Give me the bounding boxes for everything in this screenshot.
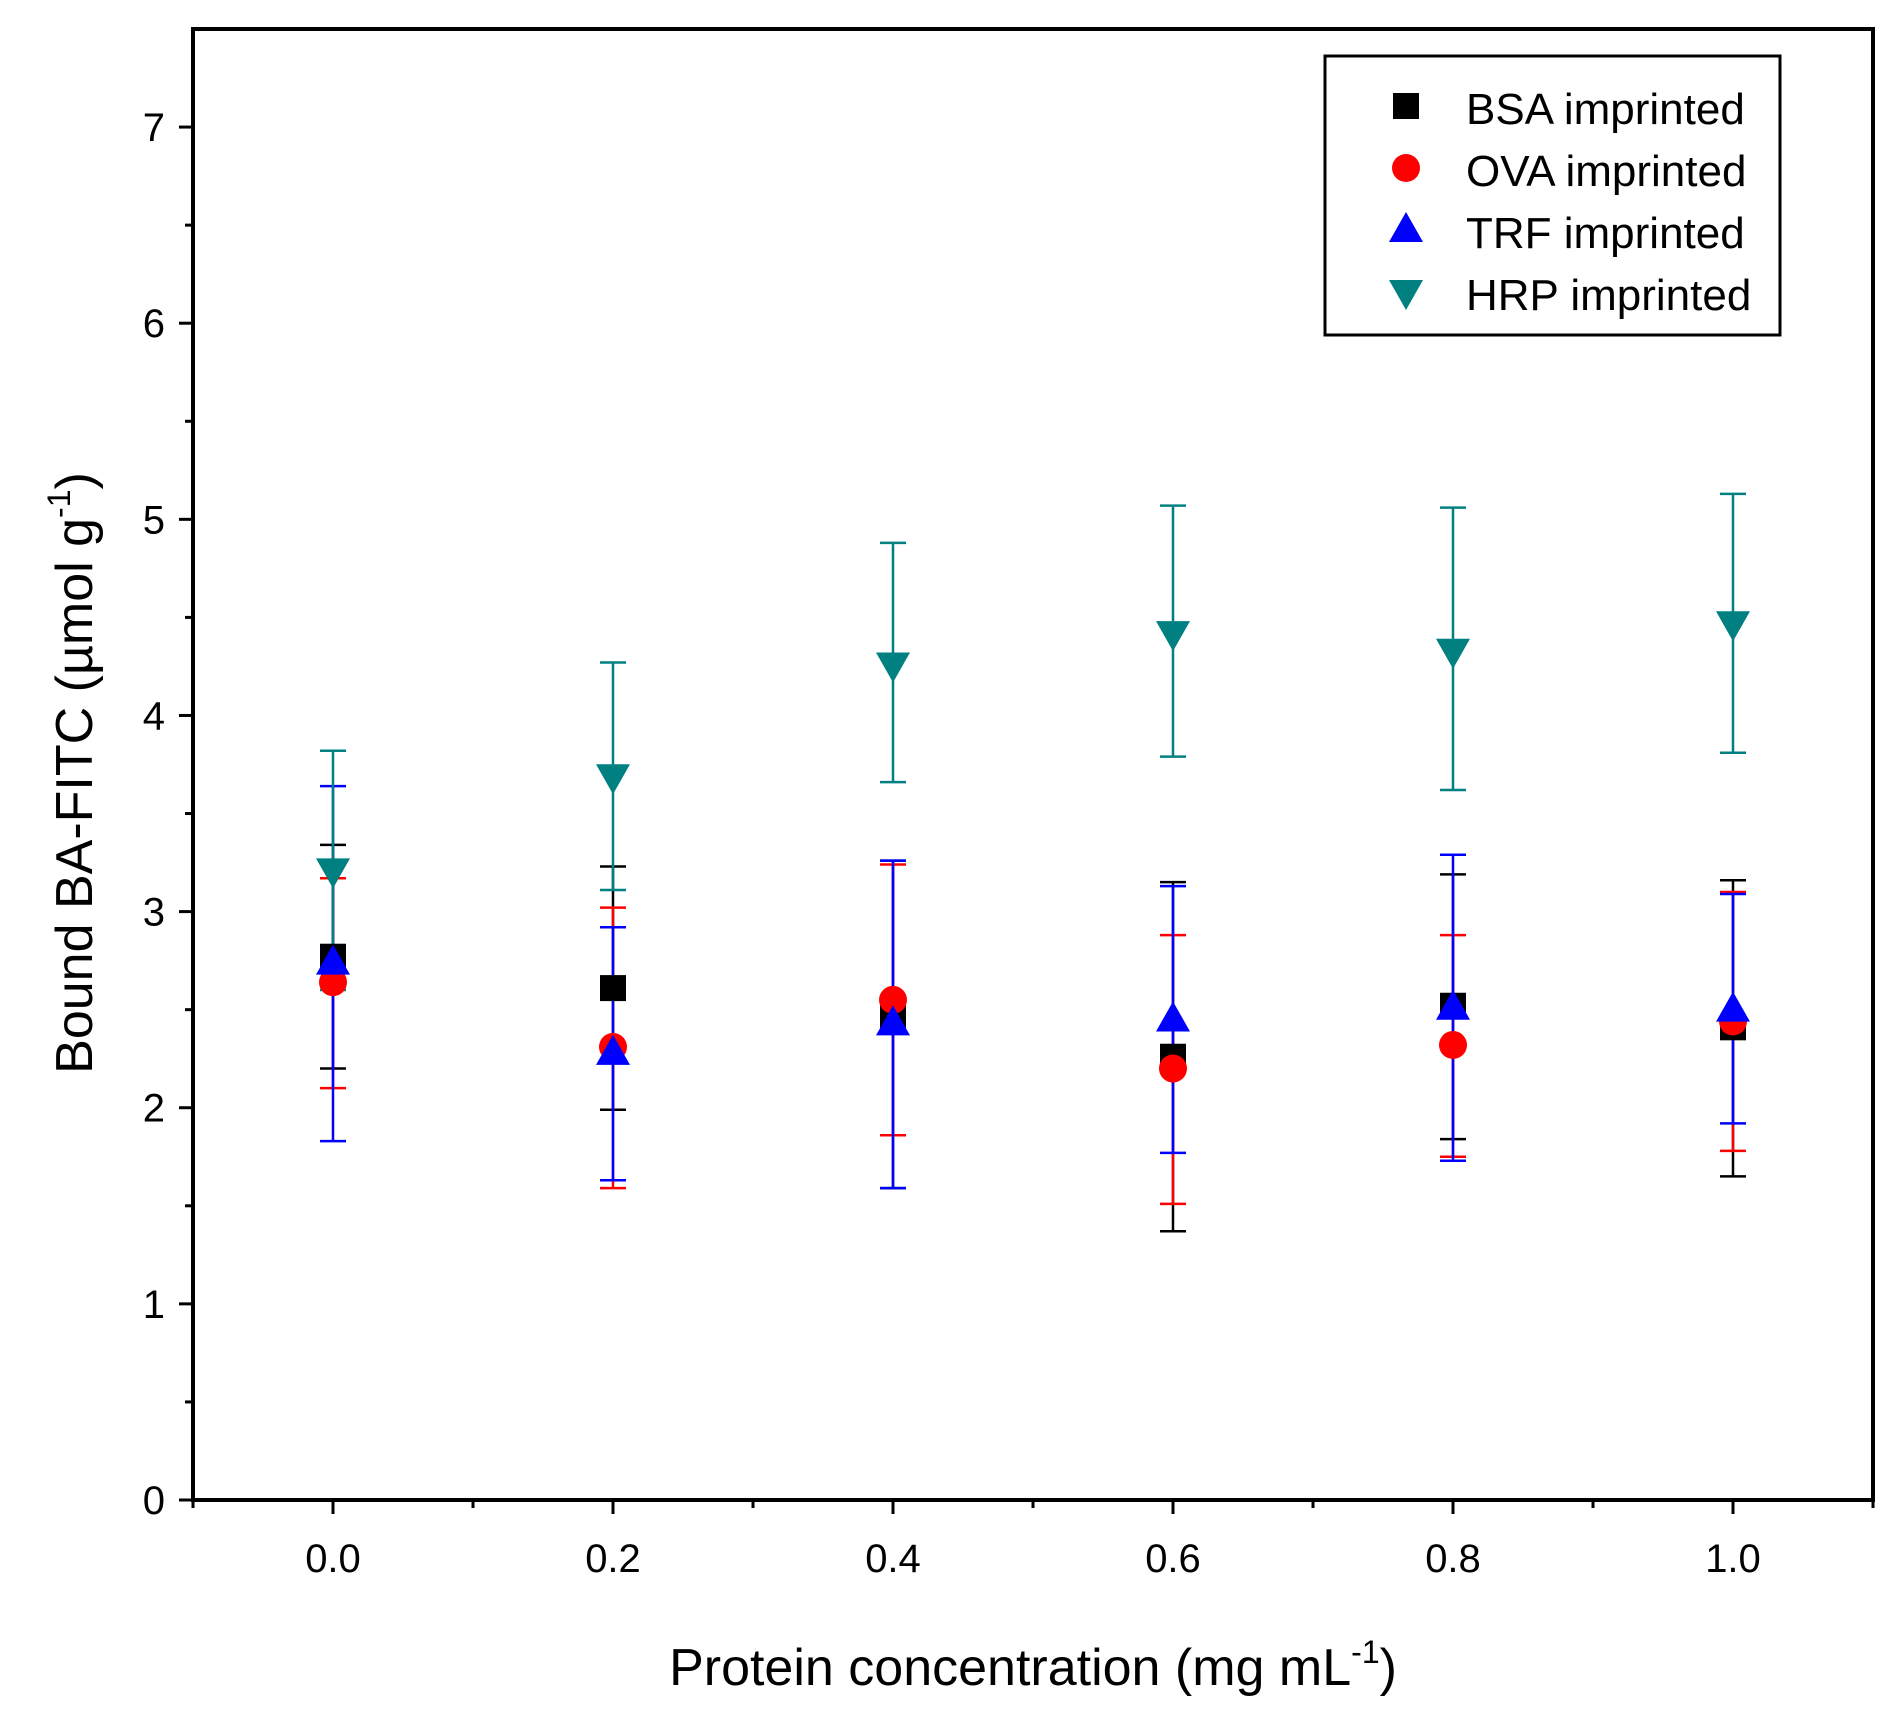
series-trf bbox=[316, 944, 1750, 1065]
data-point-trf bbox=[1716, 991, 1750, 1022]
y-axis-title: Bound BA-FITC (µmol g-1) bbox=[41, 472, 104, 1074]
legend-label-hrp: HRP imprinted bbox=[1466, 271, 1751, 320]
x-tick-label: 0.4 bbox=[865, 1537, 921, 1581]
x-tick-label: 0.2 bbox=[585, 1537, 641, 1581]
x-tick-label: 0.0 bbox=[305, 1537, 361, 1581]
data-point-ova bbox=[1439, 1030, 1467, 1059]
y-tick-label: 4 bbox=[143, 694, 165, 738]
x-axis-title: Protein concentration (mg mL-1) bbox=[669, 1634, 1397, 1697]
legend-label-bsa: BSA imprinted bbox=[1466, 85, 1745, 134]
data-point-ova bbox=[1159, 1054, 1187, 1083]
data-point-hrp bbox=[316, 858, 350, 889]
legend-symbol-trf bbox=[1389, 212, 1423, 242]
data-point-hrp bbox=[1436, 638, 1470, 669]
y-axis-title-end: ) bbox=[46, 472, 104, 489]
x-tick-label: 0.8 bbox=[1425, 1537, 1481, 1581]
axes: 0.0 0.2 0.4 0.6 0.8 1.0 0 1 2 3 4 5 6 7 bbox=[143, 27, 1875, 1581]
data-point-bsa bbox=[600, 975, 626, 1002]
legend-symbol-hrp bbox=[1389, 280, 1423, 310]
y-tick-label: 7 bbox=[143, 106, 165, 150]
x-tick-label: 0.6 bbox=[1145, 1537, 1201, 1581]
data-marks bbox=[316, 492, 1750, 1233]
legend-label-trf: TRF imprinted bbox=[1466, 209, 1745, 258]
y-tick-label: 1 bbox=[143, 1283, 165, 1327]
x-axis-title-end: ) bbox=[1380, 1639, 1397, 1697]
data-point-ova bbox=[319, 968, 347, 997]
data-point-trf bbox=[316, 944, 350, 975]
x-tick-label: 1.0 bbox=[1705, 1537, 1761, 1581]
data-point-trf bbox=[1436, 989, 1470, 1020]
y-tick-label: 6 bbox=[143, 302, 165, 346]
series-hrp bbox=[316, 611, 1750, 889]
x-axis-title-main: Protein concentration (mg mL bbox=[669, 1639, 1351, 1697]
legend-symbol-bsa bbox=[1393, 93, 1419, 119]
y-tick-label: 5 bbox=[143, 498, 165, 542]
y-tick-label: 0 bbox=[143, 1479, 165, 1523]
legend: BSA imprinted OVA imprinted TRF imprinte… bbox=[1323, 54, 1782, 337]
data-point-hrp bbox=[596, 764, 630, 795]
data-point-ova bbox=[879, 985, 907, 1014]
legend-symbol-ova bbox=[1392, 154, 1420, 182]
data-point-hrp bbox=[1716, 611, 1750, 642]
y-tick-label: 2 bbox=[143, 1087, 165, 1131]
data-point-hrp bbox=[876, 652, 910, 683]
legend-symbols bbox=[1389, 93, 1423, 310]
y-axis-title-main: Bound BA-FITC (µmol g bbox=[46, 518, 104, 1074]
legend-label-ova: OVA imprinted bbox=[1466, 147, 1746, 196]
y-axis-title-superscript: -1 bbox=[41, 489, 77, 517]
data-point-trf bbox=[876, 1005, 910, 1036]
x-axis-title-superscript: -1 bbox=[1351, 1634, 1379, 1670]
y-tick-label: 3 bbox=[143, 891, 165, 935]
data-point-trf bbox=[1156, 1001, 1190, 1032]
data-point-trf bbox=[596, 1034, 630, 1065]
data-point-hrp bbox=[1156, 621, 1190, 652]
